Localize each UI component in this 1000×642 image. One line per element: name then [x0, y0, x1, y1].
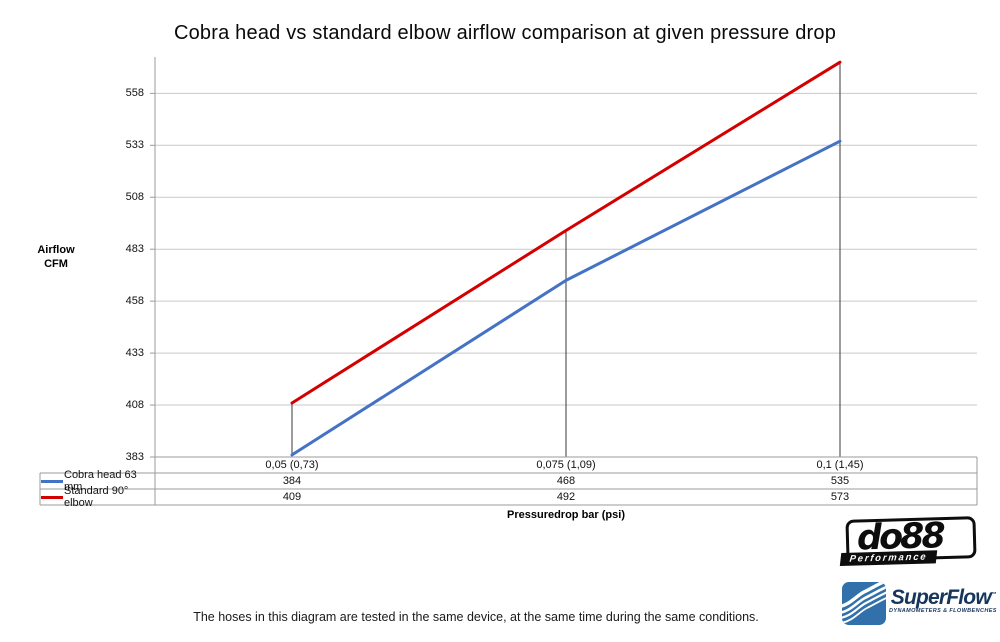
table-value-cell: 573 [830, 491, 850, 503]
y-tick-label: 433 [125, 347, 144, 360]
table-value-cell: 468 [556, 475, 576, 487]
legend-cell: Standard 90° elbow [41, 485, 154, 509]
y-tick-label: 383 [125, 451, 144, 463]
y-tick-label: 508 [125, 191, 144, 204]
y-tick-label: 458 [125, 295, 144, 308]
x-category-label: 0,1 (1,45) [816, 459, 864, 471]
chart-title: Cobra head vs standard elbow airflow com… [173, 22, 837, 44]
legend-series-name: Cobra head 63 mm [64, 469, 137, 493]
x-category-label: 0,05 (0,73) [265, 459, 319, 471]
superflow-logo-subtext: DYNAMOMETERS & FLOWBENCHES [889, 608, 997, 614]
y-tick-label: 408 [125, 399, 144, 412]
do88-logo: do88 Performance [839, 516, 977, 566]
table-value-cell: 409 [282, 491, 302, 503]
superflow-logo-text-block: SuperFlow™ DYNAMOMETERS & FLOWBENCHES [889, 584, 997, 615]
superflow-logo: SuperFlow™ DYNAMOMETERS & FLOWBENCHES [842, 582, 997, 625]
table-value-cell: 492 [556, 491, 576, 503]
y-tick-label: 533 [125, 139, 144, 152]
footnote: The hoses in this diagram are tested in … [193, 610, 759, 624]
do88-performance-label: Performance [839, 550, 938, 566]
x-axis-title: Pressuredrop bar (psi) [507, 509, 625, 521]
y-axis-title-line2: CFM [44, 258, 68, 270]
trademark-symbol: ™ [990, 592, 997, 598]
y-tick-label: 558 [125, 87, 144, 100]
y-tick-label: 483 [125, 243, 144, 256]
legend-cell: Cobra head 63 mm [41, 469, 154, 493]
superflow-logo-text: SuperFlow™ [890, 586, 997, 609]
legend-line-swatch [41, 495, 63, 499]
y-axis-title: Airflow CFM [28, 243, 84, 271]
superflow-wave-icon [842, 582, 886, 625]
table-value-cell: 535 [830, 475, 850, 487]
x-category-label: 0,075 (1,09) [536, 459, 596, 471]
legend-series-name: Standard 90° elbow [64, 485, 129, 509]
legend-line-swatch [41, 479, 63, 483]
table-value-cell: 384 [282, 475, 302, 487]
y-axis-title-line1: Airflow [37, 244, 75, 256]
